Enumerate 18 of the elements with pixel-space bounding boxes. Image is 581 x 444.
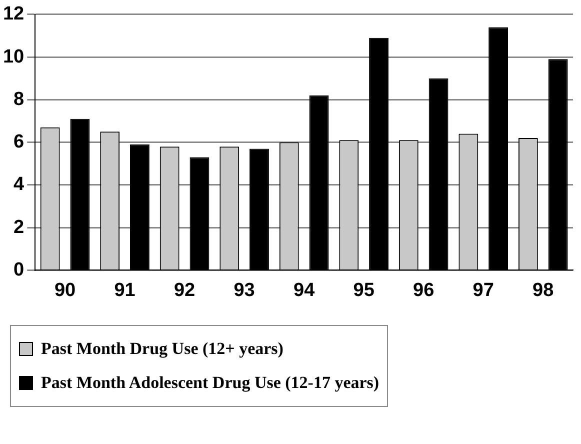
y-tick-label: 2 [14, 216, 24, 238]
y-tick-label: 6 [14, 132, 24, 153]
x-tick-label: 92 [174, 280, 196, 301]
x-tick-label: 90 [54, 280, 76, 301]
y-tick-label: 4 [14, 174, 25, 196]
y-tick-label: 0 [14, 259, 24, 280]
legend-label: Past Month Adolescent Drug Use (12-17 years) [41, 373, 380, 393]
x-tick-label: 91 [114, 280, 136, 301]
x-tick-label: 97 [472, 280, 494, 301]
legend-label: Past Month Drug Use (12+ years) [41, 339, 284, 359]
y-tick-label: 10 [2, 46, 24, 68]
y-tick-label: 8 [14, 88, 24, 110]
x-tick-label: 95 [353, 280, 375, 301]
x-tick-label: 98 [532, 280, 554, 301]
x-tick-label: 96 [413, 280, 434, 301]
y-tick-label: 12 [2, 4, 24, 25]
x-tick-label: 93 [234, 280, 255, 301]
x-tick-label: 94 [293, 280, 316, 301]
